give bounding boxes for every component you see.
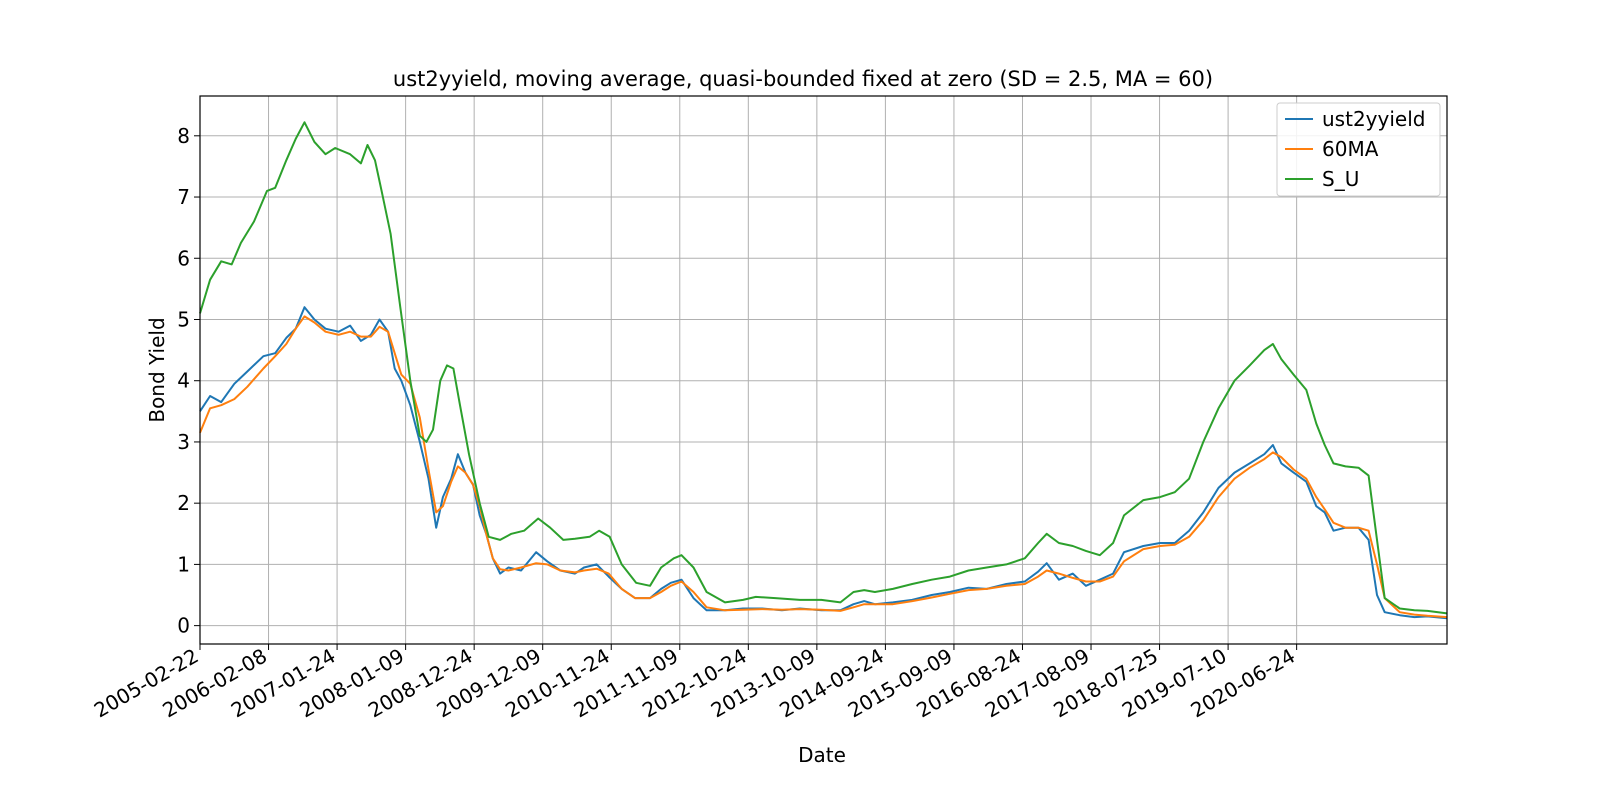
y-tick-label: 1 (177, 552, 190, 576)
y-axis: 0 1 2 3 4 5 6 7 8 (177, 124, 200, 638)
y-tick-label: 3 (177, 430, 190, 454)
series-line-60ma (199, 315, 1448, 619)
plot-frame (199, 95, 1448, 645)
legend-label: S_U (1322, 167, 1359, 191)
chart-title: ust2yyield, moving average, quasi-bounde… (393, 67, 1213, 91)
series-line-s-u (199, 121, 1448, 615)
legend-label: ust2yyield (1322, 107, 1425, 131)
legend: ust2yyield 60MA S_U (1276, 102, 1441, 197)
y-tick-label: 4 (177, 369, 190, 393)
y-tick-label: 6 (177, 246, 190, 270)
y-axis-title: Bond Yield (145, 317, 169, 422)
y-tick-label: 8 (177, 124, 190, 148)
y-tick-label: 5 (177, 307, 190, 331)
y-tick-label: 0 (177, 614, 190, 638)
y-tick-label: 2 (177, 491, 190, 515)
legend-label: 60MA (1322, 137, 1379, 161)
y-tick-label: 7 (177, 185, 190, 209)
legend-box (1276, 102, 1441, 197)
plot-area (199, 121, 1448, 620)
grid (199, 96, 1447, 644)
x-axis-title: Date (798, 743, 846, 767)
